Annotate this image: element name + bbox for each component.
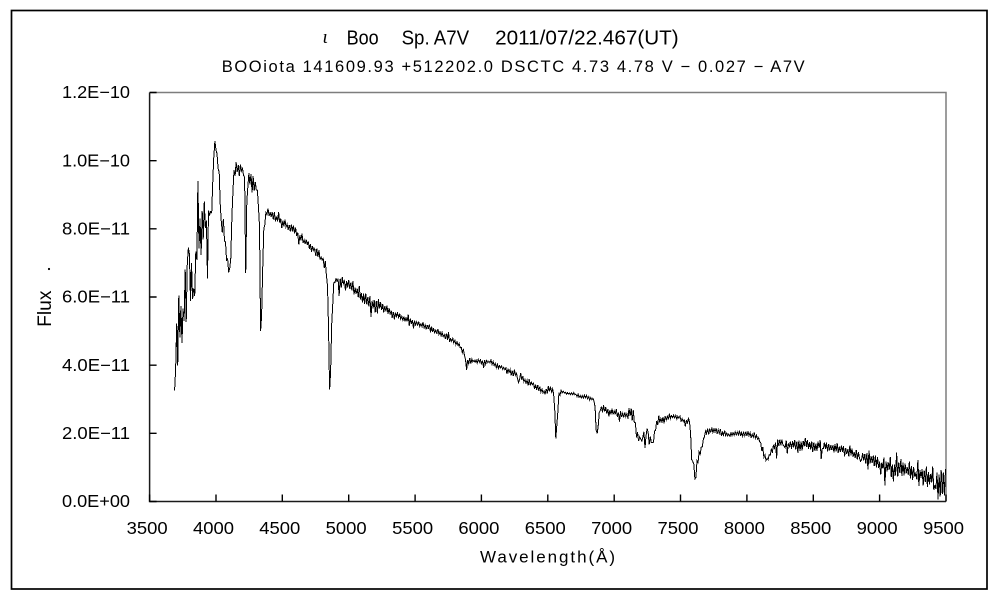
svg-text:5500: 5500	[392, 518, 433, 538]
svg-text:5000: 5000	[326, 518, 367, 538]
svg-text:0.0E+00: 0.0E+00	[62, 491, 130, 511]
svg-text:9000: 9000	[857, 518, 898, 538]
svg-text:3500: 3500	[127, 518, 168, 538]
svg-text:6500: 6500	[525, 518, 566, 538]
svg-text:6000: 6000	[458, 518, 499, 538]
svg-text:2011/07/22.467(UT): 2011/07/22.467(UT)	[495, 28, 679, 50]
svg-text:Flux: Flux	[35, 290, 56, 327]
svg-text:8.0E−11: 8.0E−11	[62, 219, 130, 239]
svg-text:1.2E−10: 1.2E−10	[62, 82, 130, 102]
svg-text:4.0E−11: 4.0E−11	[62, 355, 130, 375]
svg-text:7500: 7500	[658, 518, 699, 538]
svg-text:1.0E−10: 1.0E−10	[62, 150, 130, 170]
svg-text:Boo: Boo	[347, 28, 379, 50]
svg-text:4500: 4500	[259, 518, 300, 538]
svg-text:9500: 9500	[923, 518, 964, 538]
svg-text:2.0E−11: 2.0E−11	[62, 423, 130, 443]
svg-text:8500: 8500	[790, 518, 831, 538]
svg-text:Sp. A7V: Sp. A7V	[402, 28, 470, 50]
svg-text:8000: 8000	[724, 518, 765, 538]
svg-text:6.0E−11: 6.0E−11	[62, 287, 130, 307]
svg-text:7000: 7000	[591, 518, 632, 538]
svg-text:Wavelength(Å): Wavelength(Å)	[480, 548, 615, 567]
svg-text:4000: 4000	[193, 518, 234, 538]
svg-text:ι: ι	[323, 27, 328, 48]
